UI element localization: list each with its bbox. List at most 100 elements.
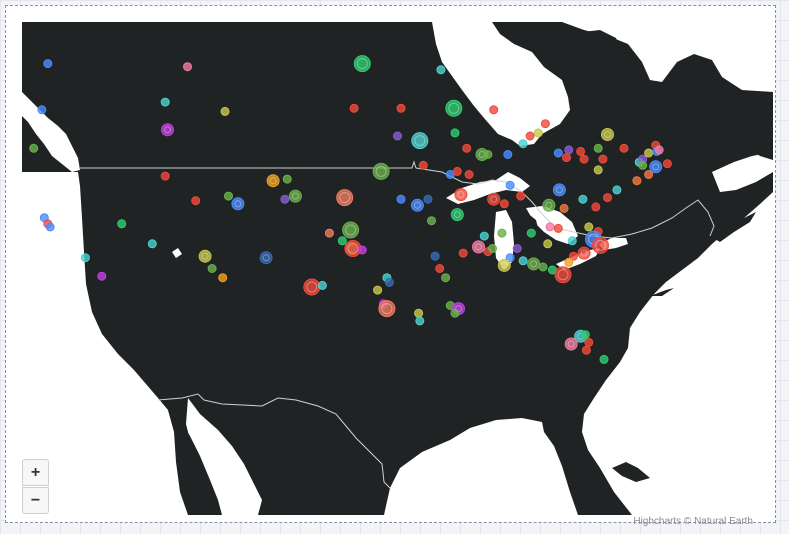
map-bubble-133[interactable]	[450, 308, 460, 318]
map-bubble-31[interactable]	[464, 170, 474, 179]
map-bubble-18[interactable]	[483, 150, 493, 159]
map-bubble-26[interactable]	[282, 174, 292, 184]
map-bubble-3[interactable]	[436, 65, 446, 75]
map-bubble-95[interactable]	[569, 251, 578, 261]
map-bubble-129[interactable]	[414, 308, 424, 318]
map-bubble-71[interactable]	[552, 183, 566, 197]
map-bubble-82[interactable]	[342, 221, 360, 239]
map-bubble-105[interactable]	[472, 240, 485, 254]
map-bubble-14[interactable]	[411, 132, 429, 150]
map-bubble-51[interactable]	[579, 154, 589, 164]
map-bubble-100[interactable]	[527, 257, 541, 271]
bubbles-layer[interactable]	[29, 55, 672, 364]
map-bubble-112[interactable]	[441, 273, 451, 283]
zoom-in-button[interactable]: +	[22, 459, 49, 486]
map-bubble-130[interactable]	[415, 316, 425, 326]
map-bubble-22[interactable]	[533, 128, 543, 138]
map-bubble-120[interactable]	[80, 253, 90, 263]
map-bubble-23[interactable]	[540, 119, 550, 129]
map-bubble-35[interactable]	[564, 145, 574, 155]
map-bubble-121[interactable]	[97, 271, 107, 281]
map-bubble-125[interactable]	[384, 277, 394, 287]
map-bubble-119[interactable]	[259, 251, 273, 265]
map-bubble-33[interactable]	[593, 143, 603, 153]
map-bubble-123[interactable]	[317, 280, 327, 290]
map-bubble-20[interactable]	[518, 139, 528, 149]
map-bubble-106[interactable]	[488, 244, 497, 253]
map-bubble-15[interactable]	[450, 128, 460, 138]
map-bubble-136[interactable]	[564, 337, 578, 351]
map-bubble-116[interactable]	[198, 249, 212, 263]
map-bubble-70[interactable]	[542, 198, 556, 212]
map-bubble-6[interactable]	[220, 106, 230, 116]
map-bubble-38[interactable]	[619, 143, 629, 153]
map-bubble-62[interactable]	[396, 194, 406, 204]
map-bubble-109[interactable]	[505, 253, 515, 263]
map-bubble-41[interactable]	[644, 148, 654, 158]
map-bubble-139[interactable]	[599, 354, 609, 364]
map-bubble-115[interactable]	[357, 245, 367, 255]
map-bubble-59[interactable]	[280, 194, 290, 204]
map-credits[interactable]: Highcharts © Natural Earth	[633, 516, 753, 527]
map-bubble-47[interactable]	[632, 176, 642, 186]
map-bubble-83[interactable]	[337, 236, 347, 246]
map-bubble-74[interactable]	[591, 202, 601, 212]
map-bubble-77[interactable]	[450, 208, 464, 222]
map-bubble-68[interactable]	[516, 191, 526, 201]
map-bubble-46[interactable]	[644, 170, 654, 179]
map-bubble-107[interactable]	[479, 231, 489, 241]
map-bubble-52[interactable]	[593, 165, 603, 175]
map-bubble-85[interactable]	[526, 228, 536, 238]
map-bubble-66[interactable]	[487, 192, 501, 206]
map-bubble-4[interactable]	[37, 105, 47, 115]
map-bubble-110[interactable]	[497, 258, 511, 272]
map-bubble-5[interactable]	[160, 97, 170, 107]
map-bubble-58[interactable]	[231, 197, 245, 211]
map-bubble-37[interactable]	[562, 153, 571, 163]
map-bubble-91[interactable]	[584, 222, 594, 232]
map-bubble-30[interactable]	[452, 166, 462, 176]
map-bubble-49[interactable]	[662, 159, 672, 169]
map-bubble-118[interactable]	[218, 273, 228, 283]
map-bubble-102[interactable]	[512, 244, 522, 253]
map-bubble-88[interactable]	[553, 223, 563, 233]
map-bubble-69[interactable]	[505, 180, 515, 190]
map-bubble-36[interactable]	[553, 148, 563, 158]
map-bubble-89[interactable]	[567, 236, 577, 246]
map-bubble-19[interactable]	[503, 150, 513, 159]
map-bubble-72[interactable]	[559, 203, 569, 213]
map-bubble-75[interactable]	[603, 193, 612, 203]
map-bubble-13[interactable]	[393, 131, 402, 141]
map-bubble-79[interactable]	[117, 219, 127, 229]
map-bubble-44[interactable]	[654, 145, 664, 155]
map-bubble-56[interactable]	[191, 196, 201, 206]
map-bubble-73[interactable]	[578, 194, 588, 204]
map-bubble-45[interactable]	[638, 160, 648, 170]
map-bubble-103[interactable]	[497, 228, 507, 238]
map-bubble-101[interactable]	[518, 256, 528, 266]
map-svg[interactable]	[22, 22, 773, 515]
map-bubble-9[interactable]	[445, 99, 463, 117]
map-bubble-86[interactable]	[545, 222, 555, 232]
map-bubble-126[interactable]	[373, 285, 383, 295]
map-bubble-0[interactable]	[43, 59, 53, 69]
map-bubble-34[interactable]	[576, 146, 586, 156]
map-bubble-67[interactable]	[499, 199, 509, 209]
map-bubble-135[interactable]	[580, 330, 590, 340]
map-bubble-21[interactable]	[525, 131, 535, 141]
map-bubble-32[interactable]	[601, 128, 614, 141]
zoom-out-button[interactable]: −	[22, 487, 49, 514]
map-bubble-87[interactable]	[543, 239, 553, 249]
map-bubble-80[interactable]	[147, 239, 157, 249]
map-bubble-61[interactable]	[336, 189, 354, 207]
map-bubble-122[interactable]	[303, 278, 321, 296]
map-bubble-8[interactable]	[396, 103, 406, 113]
map-bubble-2[interactable]	[353, 55, 371, 73]
map-bubble-94[interactable]	[577, 246, 591, 260]
map-bubble-96[interactable]	[564, 257, 574, 267]
map-bubble-93[interactable]	[592, 236, 609, 254]
map-bubble-111[interactable]	[435, 264, 445, 273]
map-bubble-65[interactable]	[454, 188, 468, 202]
map-bubble-50[interactable]	[598, 154, 608, 164]
map-bubble-27[interactable]	[372, 162, 390, 180]
